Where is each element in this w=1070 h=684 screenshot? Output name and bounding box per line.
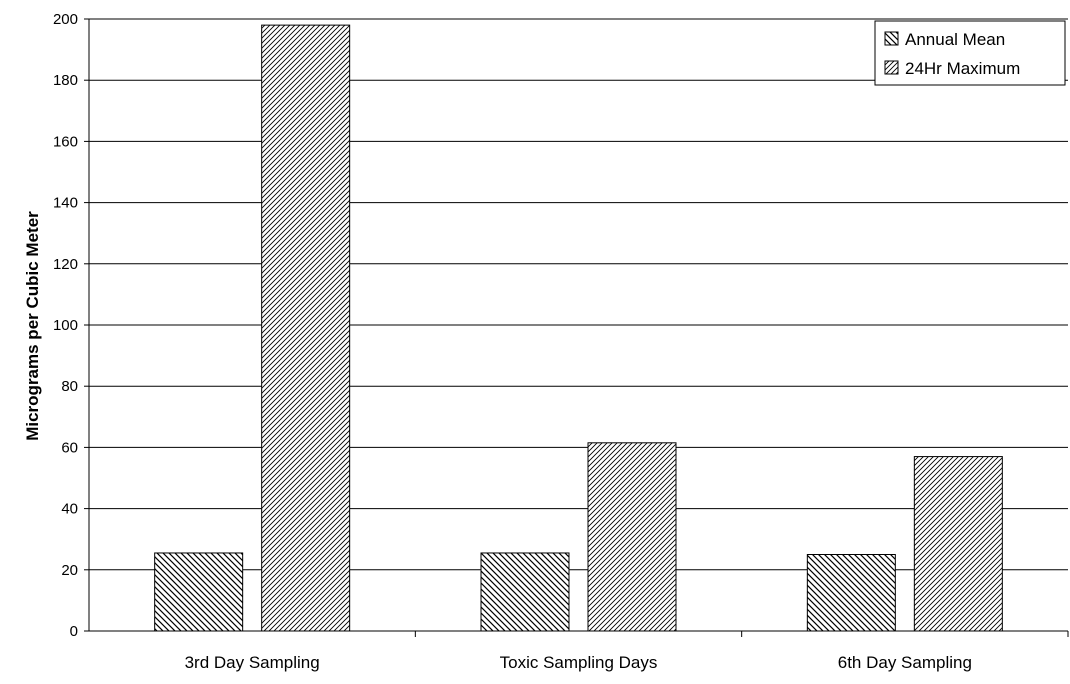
bar-annual-mean-0	[154, 552, 244, 632]
axes: 0 20 40 60 80 100 120 140 160 180 200 3rd Day Sampl…	[53, 11, 1069, 672]
y-tick-label: 160	[53, 133, 78, 150]
x-category-label: Toxic Sampling Days	[500, 653, 658, 672]
bar-annual-mean-1	[480, 552, 570, 632]
bar-24hr-maximum-2	[913, 456, 1003, 632]
y-tick-label: 120	[53, 256, 78, 273]
legend-swatch	[884, 60, 899, 75]
legend-box	[874, 20, 1066, 86]
bar-24hr-maximum-1	[587, 442, 677, 632]
bar-annual-mean-2	[806, 554, 896, 632]
y-axis-title: Micrograms per Cubic Meter	[23, 211, 42, 441]
y-tick-label: 40	[61, 501, 78, 518]
bar-24hr-maximum-0	[261, 24, 351, 632]
y-tick-label: 200	[53, 11, 78, 28]
legend-label: 24Hr Maximum	[905, 59, 1020, 78]
bars	[154, 24, 1003, 632]
legend-swatch	[884, 31, 899, 46]
y-tick-label: 100	[53, 317, 78, 334]
legend-label: Annual Mean	[905, 30, 1005, 49]
gridlines	[89, 18, 1068, 571]
y-tick-label: 140	[53, 195, 78, 212]
y-tick-label: 20	[61, 562, 78, 579]
y-tick-label: 0	[70, 623, 78, 640]
y-tick-label: 80	[61, 378, 78, 395]
legend: Annual Mean 24Hr Maximum	[874, 20, 1066, 86]
y-tick-label: 60	[61, 439, 78, 456]
y-tick-label: 180	[53, 72, 78, 89]
x-category-label: 6th Day Sampling	[838, 653, 972, 672]
x-category-label: 3rd Day Sampling	[185, 653, 320, 672]
